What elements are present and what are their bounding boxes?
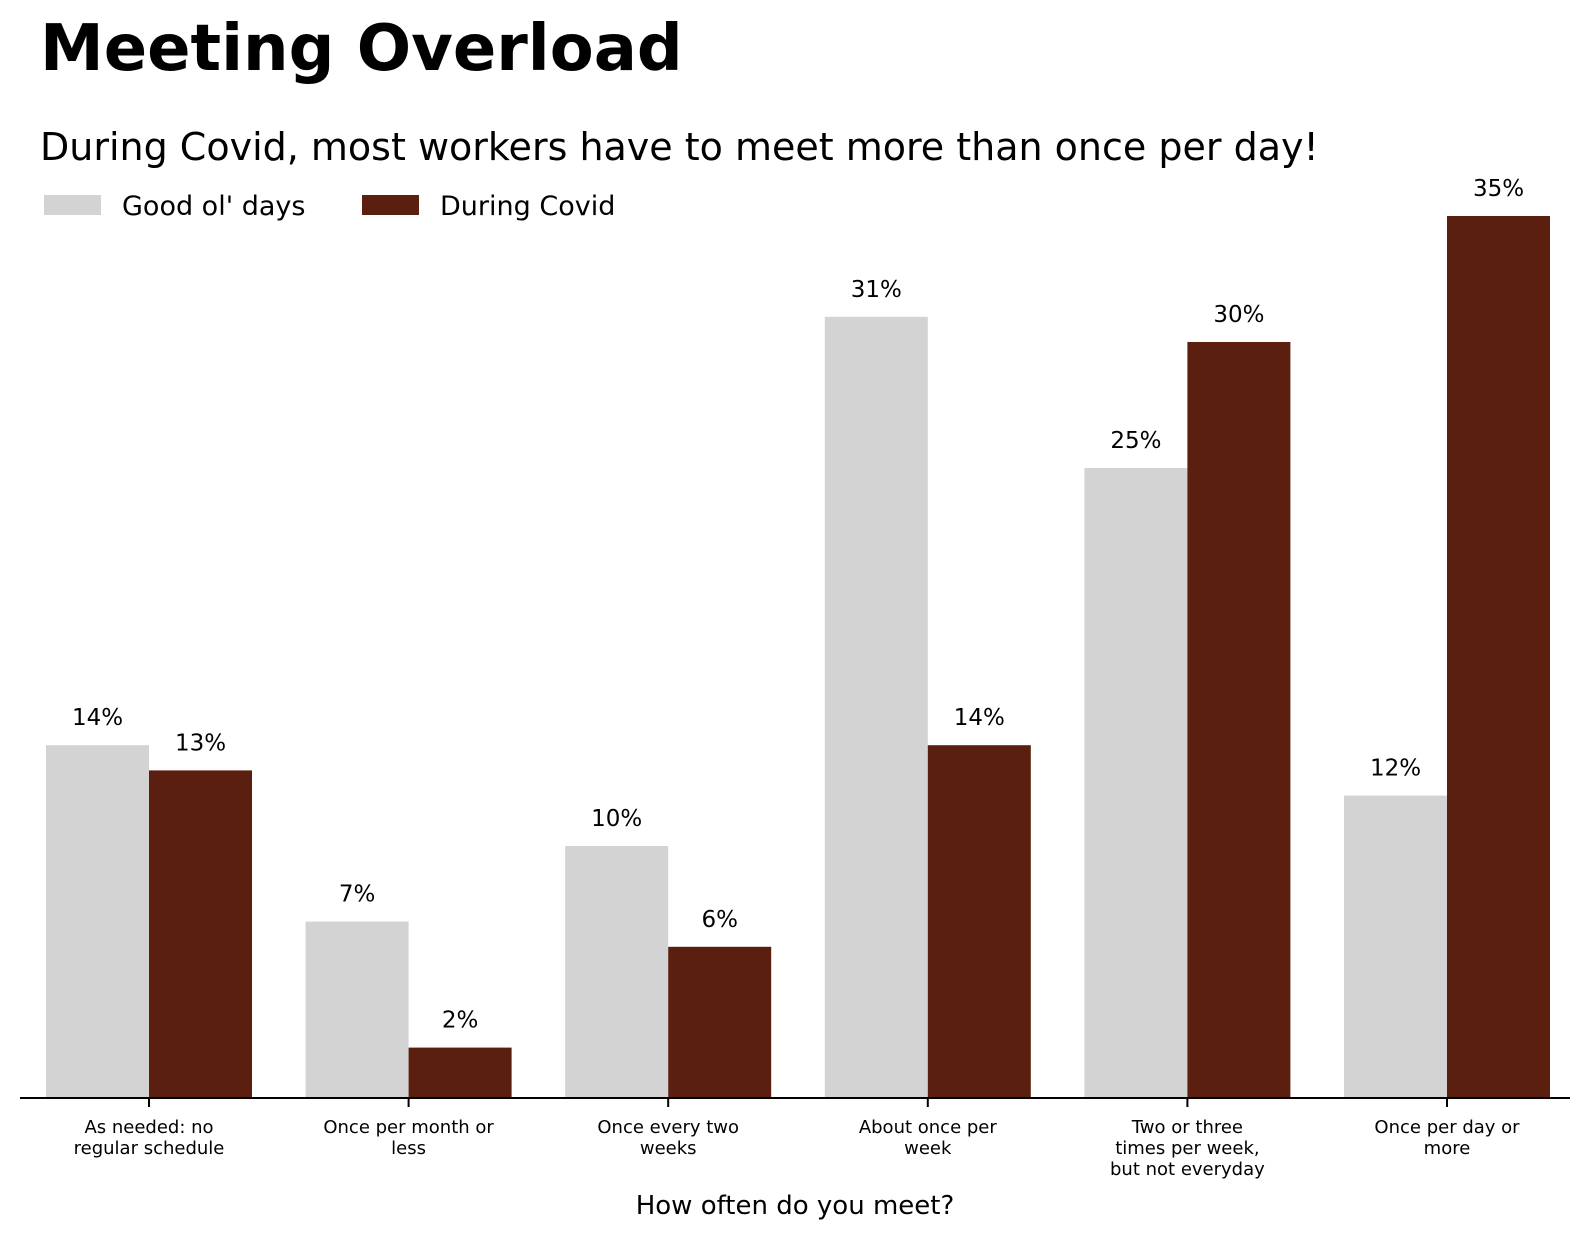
- data-label-good-ol-days-4: 25%: [1110, 428, 1161, 454]
- data-label-during-covid-1: 2%: [442, 1008, 479, 1034]
- legend-swatch-good-ol-days: [44, 195, 101, 215]
- legend-label-good-ol-days: Good ol' days: [122, 191, 305, 222]
- x-axis-label: How often do you meet?: [636, 1191, 955, 1221]
- bar-during-covid-3: [927, 745, 1031, 1098]
- x-tick-label-3: About once per week: [859, 1117, 998, 1159]
- x-tick-label-4: Two or three times per week, but not every…: [1110, 1117, 1265, 1180]
- x-axis-ticks: [148, 1098, 1448, 1107]
- data-label-good-ol-days-3: 31%: [851, 277, 902, 303]
- bar-during-covid-1: [408, 1047, 512, 1098]
- bar-during-covid-0: [149, 770, 252, 1098]
- x-tick-label-2: Once every two weeks: [597, 1117, 739, 1159]
- data-label-good-ol-days-0: 14%: [72, 705, 123, 731]
- bar-during-covid-4: [1187, 342, 1291, 1098]
- x-tick-label-5: Once per day or more: [1374, 1117, 1520, 1159]
- x-axis-tick-labels: As needed: no regular schedule Once per mo…: [74, 1117, 1521, 1180]
- x-tick-label-0: As needed: no regular schedule: [74, 1117, 225, 1159]
- chart-subtitle: During Covid, most workers have to meet …: [40, 125, 1319, 169]
- bar-good-ol-days-2: [565, 846, 669, 1098]
- data-label-during-covid-5: 35%: [1473, 176, 1524, 202]
- chart-title: Meeting Overload: [40, 12, 683, 86]
- data-label-good-ol-days-5: 12%: [1370, 756, 1421, 782]
- legend: Good ol' days During Covid: [44, 191, 615, 222]
- data-label-good-ol-days-2: 10%: [591, 806, 642, 832]
- x-tick-label-1: Once per month or less: [323, 1117, 494, 1159]
- bar-good-ol-days-5: [1344, 795, 1447, 1098]
- bar-good-ol-days-0: [46, 745, 149, 1098]
- data-label-during-covid-0: 13%: [175, 730, 226, 756]
- legend-swatch-during-covid: [362, 195, 419, 215]
- data-label-during-covid-3: 14%: [954, 705, 1005, 731]
- data-label-during-covid-4: 30%: [1213, 302, 1264, 328]
- bar-good-ol-days-4: [1084, 468, 1188, 1098]
- bars-group: [46, 216, 1550, 1098]
- bar-good-ol-days-1: [305, 921, 409, 1098]
- bar-during-covid-2: [668, 946, 772, 1098]
- data-label-during-covid-2: 6%: [701, 907, 738, 933]
- bar-labels-group: 14% 13% 7% 2% 10% 6% 31% 14% 25% 30% 12% 35%: [72, 176, 1524, 1034]
- data-label-good-ol-days-1: 7%: [339, 882, 376, 908]
- bar-during-covid-5: [1447, 216, 1550, 1098]
- legend-label-during-covid: During Covid: [440, 191, 615, 222]
- bar-good-ol-days-3: [824, 316, 928, 1098]
